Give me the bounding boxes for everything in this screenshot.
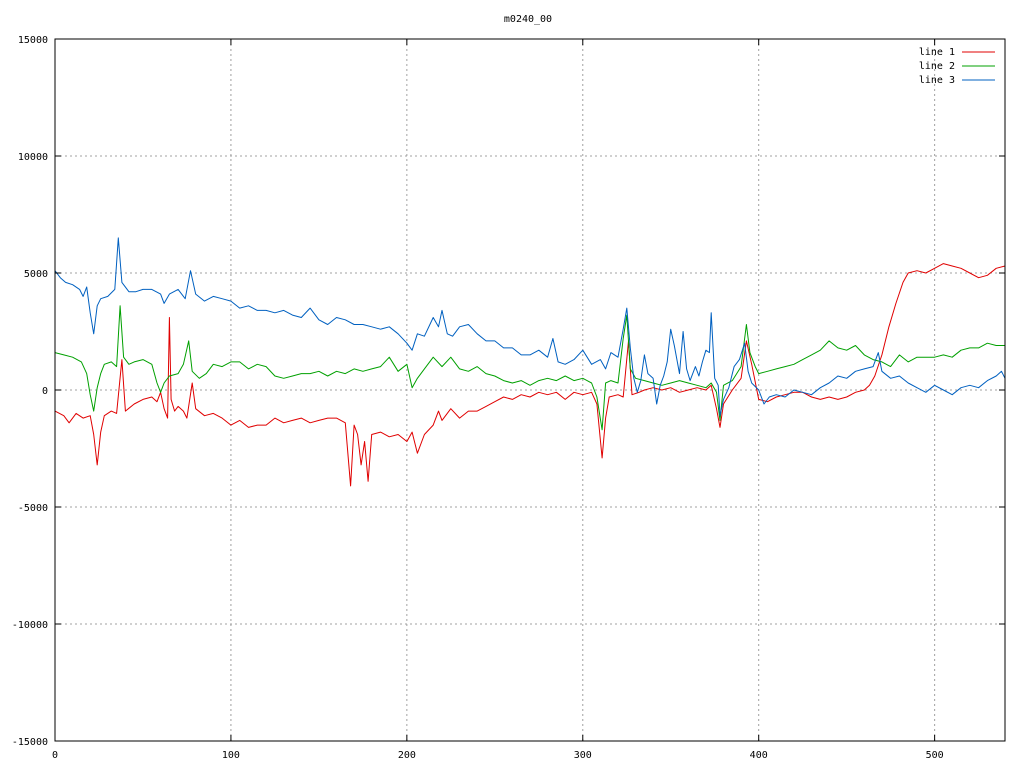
y-tick-label: -15000 — [12, 737, 48, 748]
y-tick-label: 15000 — [18, 35, 48, 46]
legend: line 1 line 2 line 3 — [919, 47, 995, 86]
x-tick-label: 500 — [926, 750, 944, 761]
series-line-2-line — [54, 305, 1005, 431]
y-tick-label: -10000 — [12, 620, 48, 631]
x-tick-label: 400 — [750, 750, 768, 761]
x-tick-label: 200 — [398, 750, 416, 761]
plot-area — [54, 237, 1006, 487]
chart-title: m0240_00 — [504, 14, 552, 25]
y-tick-label: 5000 — [24, 269, 48, 280]
y-tick-label: -5000 — [18, 503, 48, 514]
grid — [55, 39, 1005, 741]
x-tick-label: 300 — [574, 750, 592, 761]
legend-label: line 1 — [919, 47, 955, 58]
y-tick-label: 10000 — [18, 152, 48, 163]
axis-ticks: 0 100 200 300 400 500 -15000 -10000 -5000 0 5000 10… — [12, 35, 1005, 761]
legend-label: line 2 — [919, 61, 955, 72]
legend-label: line 3 — [919, 75, 955, 86]
x-tick-label: 0 — [52, 750, 58, 761]
y-tick-label: 0 — [42, 386, 48, 397]
series-line-1-line — [54, 263, 1006, 487]
x-tick-label: 100 — [222, 750, 240, 761]
series-line-3-line — [54, 237, 1006, 417]
